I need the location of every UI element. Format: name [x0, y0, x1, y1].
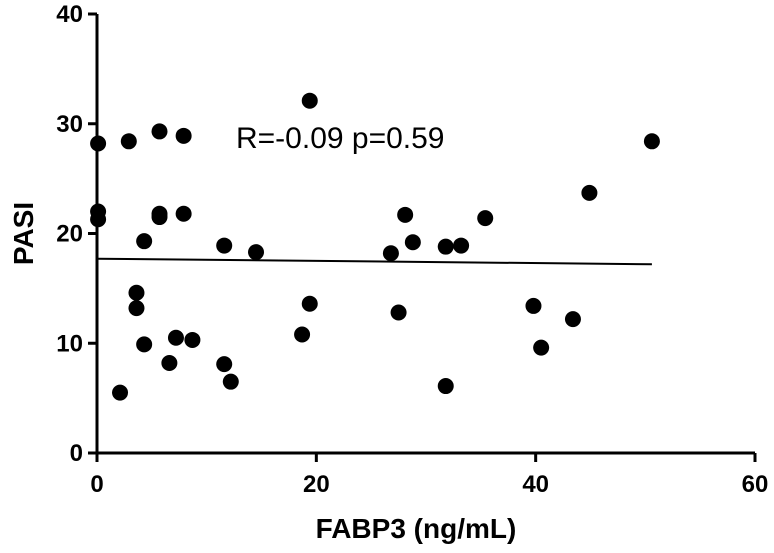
data-point: [477, 210, 494, 227]
data-point: [437, 378, 454, 395]
x-tick-label: 40: [522, 471, 549, 498]
x-tick-label: 0: [90, 471, 103, 498]
data-point: [128, 300, 145, 317]
data-point: [128, 284, 145, 301]
data-point: [437, 238, 454, 255]
data-point: [222, 373, 239, 390]
axes: [95, 14, 755, 455]
data-point: [216, 356, 233, 373]
data-point: [90, 211, 107, 228]
data-point: [167, 329, 184, 346]
data-point: [533, 339, 550, 356]
data-point: [151, 123, 168, 140]
data-point: [525, 297, 542, 314]
x-tick-label: 20: [303, 471, 330, 498]
data-point: [184, 331, 201, 348]
data-point: [404, 234, 421, 251]
data-point: [216, 237, 233, 254]
y-tick-label: 30: [56, 111, 83, 138]
y-tick-label: 20: [56, 221, 83, 248]
data-point: [643, 133, 660, 150]
data-point: [136, 336, 153, 353]
x-axis-title: FABP3 (ng/mL): [316, 513, 517, 544]
data-point: [136, 233, 153, 250]
data-point: [301, 295, 318, 312]
y-tick-label: 0: [70, 440, 83, 467]
regression-line-group: [96, 257, 652, 266]
data-point: [453, 237, 470, 254]
data-points: [90, 92, 660, 401]
data-point: [90, 135, 107, 152]
ticks: 0 10 20 30 40 0 20 40 60: [56, 1, 768, 498]
y-tick-label: 10: [56, 330, 83, 357]
x-tick-label: 60: [742, 471, 769, 498]
data-point: [175, 205, 192, 222]
data-point: [120, 133, 137, 150]
stats-annotation: R=-0.09 p=0.59: [236, 122, 445, 155]
data-point: [397, 206, 414, 223]
y-tick-label: 40: [56, 1, 83, 28]
y-axis-title: PASI: [8, 202, 39, 265]
data-point: [161, 355, 178, 372]
data-point: [151, 209, 168, 226]
data-point: [294, 326, 311, 343]
data-point: [390, 304, 407, 321]
data-point: [301, 92, 318, 109]
data-point: [581, 184, 598, 201]
data-point: [175, 127, 192, 144]
regression-line: [96, 257, 652, 266]
data-point: [382, 245, 399, 262]
data-point: [564, 311, 581, 328]
data-point: [112, 384, 129, 401]
data-point: [248, 244, 265, 261]
